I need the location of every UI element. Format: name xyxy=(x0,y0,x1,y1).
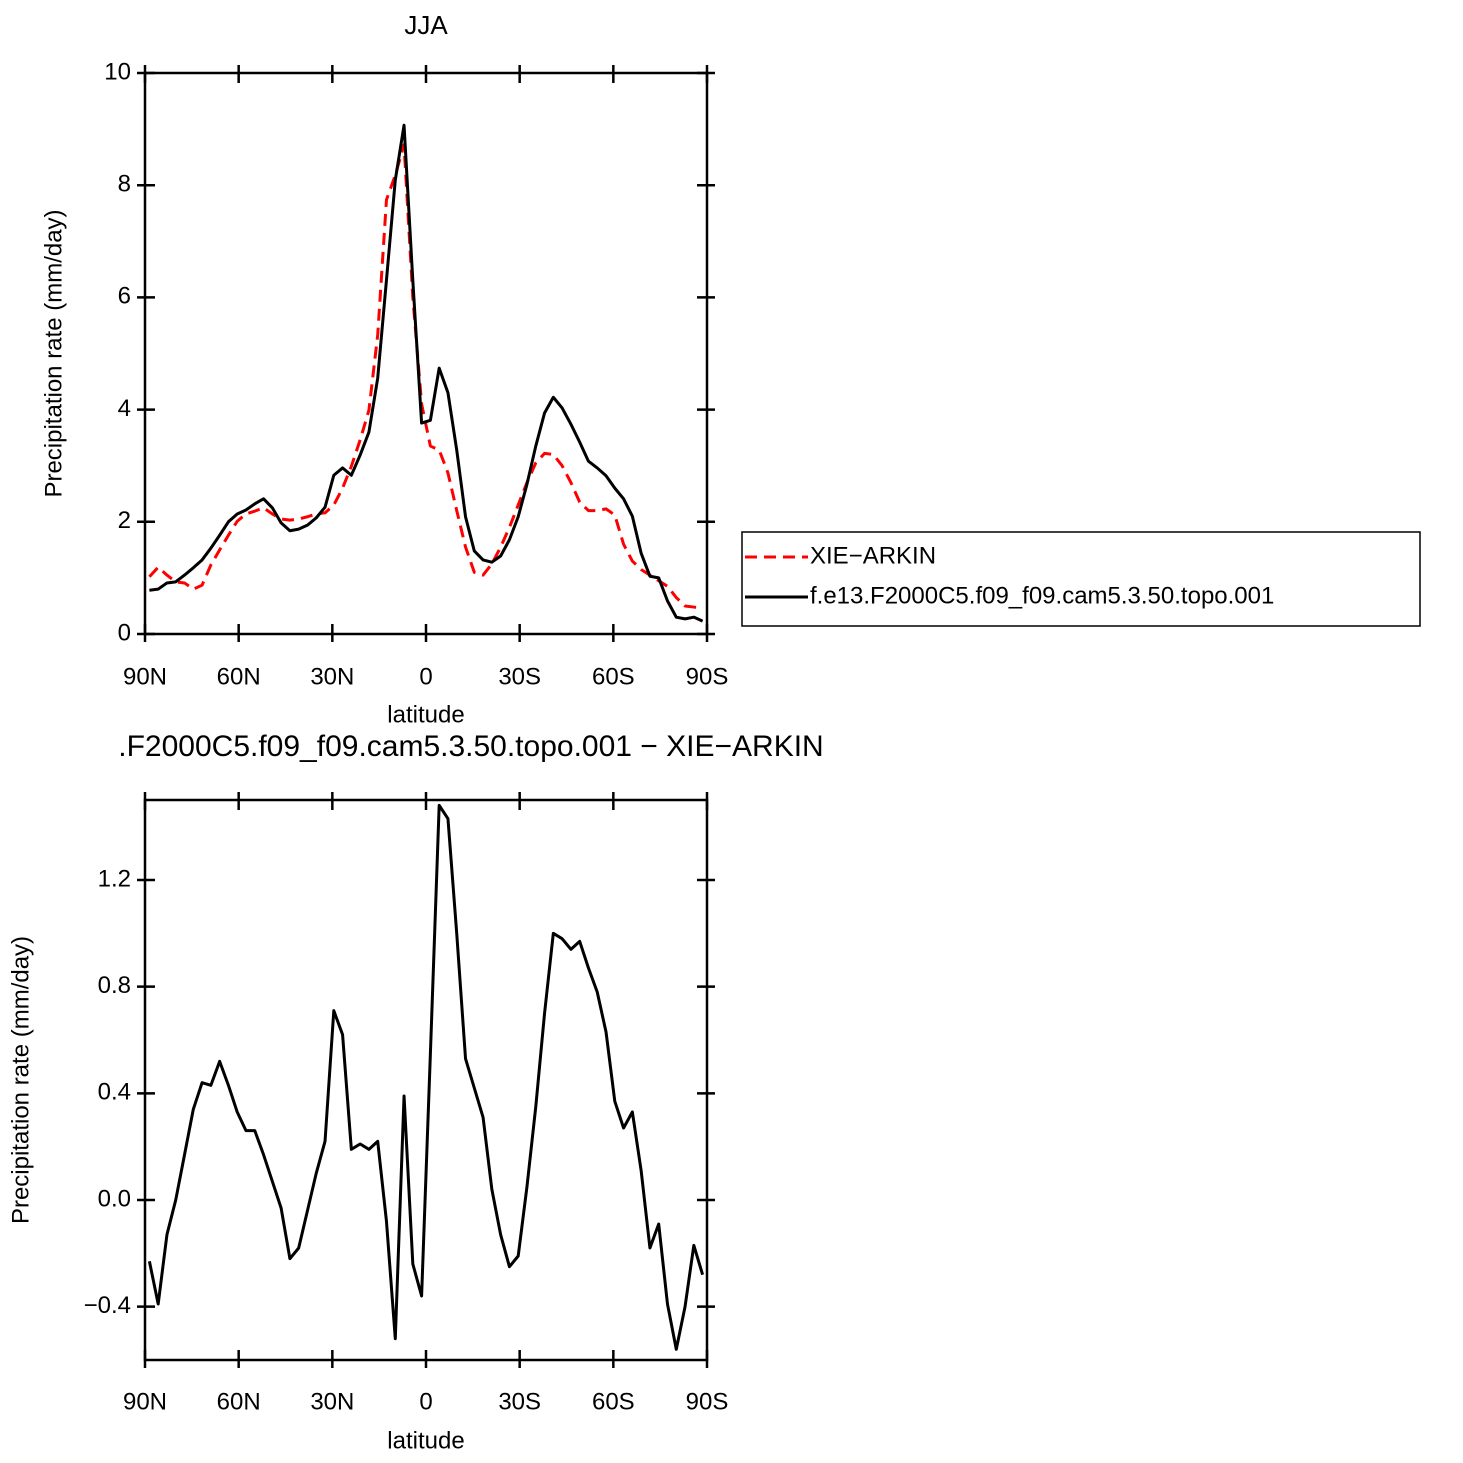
legend-box xyxy=(741,531,1421,627)
x-tick-label: 90S xyxy=(686,1388,729,1415)
x-tick-label: 90N xyxy=(123,663,167,690)
x-tick-label: 90N xyxy=(123,1388,167,1415)
chart-title: .F2000C5.f09_f09.cam5.3.50.topo.001 − XI… xyxy=(118,730,823,763)
data-line xyxy=(148,143,703,610)
y-tick-label: 8 xyxy=(118,171,131,198)
x-tick-label: 0 xyxy=(419,663,432,690)
x-tick-label: 60N xyxy=(217,1388,261,1415)
x-tick-label: 30N xyxy=(310,663,354,690)
y-tick-label: 6 xyxy=(118,283,131,310)
x-axis-label: latitude xyxy=(387,701,464,728)
y-axis-label: Precipitation rate (mm/day) xyxy=(40,209,67,497)
x-tick-label: 30S xyxy=(498,663,541,690)
legend-label: f.e13.F2000C5.f09_f09.cam5.3.50.topo.001 xyxy=(810,582,1274,609)
x-tick-label: 60S xyxy=(592,1388,635,1415)
x-tick-label: 30N xyxy=(310,1388,354,1415)
y-tick-label: 0 xyxy=(118,619,131,646)
y-tick-label: 0.4 xyxy=(98,1079,131,1106)
x-tick-label: 30S xyxy=(498,1388,541,1415)
data-line xyxy=(149,123,704,623)
chart-title: JJA xyxy=(404,10,448,40)
data-line xyxy=(147,803,705,1351)
plot-frame xyxy=(143,71,709,636)
y-tick-label: 10 xyxy=(104,58,131,85)
x-tick-label: 90S xyxy=(686,663,729,690)
x-tick-label: 0 xyxy=(419,1388,432,1415)
x-tick-label: 60N xyxy=(217,663,261,690)
x-tick-label: 60S xyxy=(592,663,635,690)
legend-label: XIE−ARKIN xyxy=(810,542,936,569)
y-tick-label: 2 xyxy=(118,507,131,534)
y-tick-label: 4 xyxy=(118,395,131,422)
y-tick-label: −0.4 xyxy=(84,1292,131,1319)
y-axis-label: Precipitation rate (mm/day) xyxy=(7,936,34,1224)
x-axis-label: latitude xyxy=(387,1427,464,1454)
plot-frame xyxy=(143,798,709,1362)
y-tick-label: 1.2 xyxy=(98,865,131,892)
y-tick-label: 0.8 xyxy=(98,972,131,999)
y-tick-label: 0.0 xyxy=(98,1185,131,1212)
